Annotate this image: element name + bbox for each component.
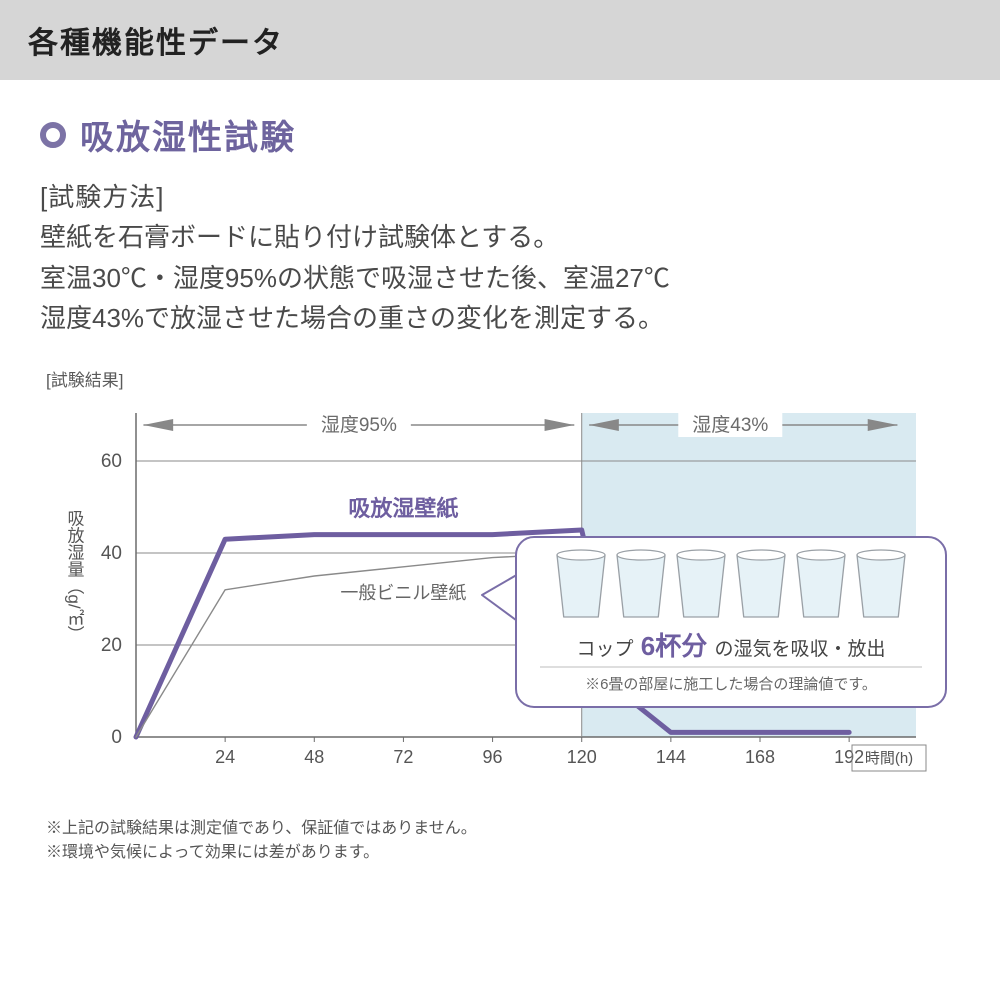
footnote: ※上記の試験結果は測定値であり、保証値ではありません。	[46, 817, 960, 841]
method-line: 湿度43%で放湿させた場合の重さの変化を測定する。	[40, 298, 960, 338]
svg-text:144: 144	[656, 747, 686, 767]
result-label: [試験結果]	[46, 366, 960, 391]
content-area: 吸放湿性試験 [試験方法] 壁紙を石膏ボードに貼り付け試験体とする。 室温30℃…	[0, 80, 1000, 865]
svg-text:時間(h): 時間(h)	[865, 750, 913, 767]
svg-text:20: 20	[101, 635, 122, 656]
svg-text:60: 60	[101, 451, 122, 472]
svg-text:0: 0	[111, 727, 122, 748]
chart-svg: 24 48 72 96 120 144 168 192 0 20 40 60 吸放湿量（g/㎡） 時間(h…	[46, 397, 966, 807]
section-title: 吸放湿性試験	[80, 110, 296, 159]
svg-text:96: 96	[483, 747, 503, 767]
svg-text:192: 192	[834, 747, 864, 767]
svg-text:吸放湿量（g/㎡）: 吸放湿量（g/㎡）	[65, 510, 85, 643]
svg-text:吸放湿壁紙: 吸放湿壁紙	[348, 496, 458, 521]
svg-text:一般ビニル壁紙: 一般ビニル壁紙	[340, 583, 466, 603]
header-bar: 各種機能性データ	[0, 0, 1000, 80]
footnotes: ※上記の試験結果は測定値であり、保証値ではありません。 ※環境や気候によって効果…	[46, 817, 960, 865]
footnote: ※環境や気候によって効果には差があります。	[46, 841, 960, 865]
chart: 24 48 72 96 120 144 168 192 0 20 40 60 吸放湿量（g/㎡） 時間(h…	[46, 397, 960, 807]
svg-text:湿度43%: 湿度43%	[692, 414, 768, 436]
method-line: 室温30℃・湿度95%の状態で吸湿させた後、室温27℃	[40, 258, 960, 298]
header-title: 各種機能性データ	[28, 27, 284, 60]
svg-text:72: 72	[393, 747, 413, 767]
svg-text:120: 120	[567, 747, 597, 767]
svg-text:24: 24	[215, 747, 235, 767]
method-line: 壁紙を石膏ボードに貼り付け試験体とする。	[40, 217, 960, 257]
bullet-ring-icon	[40, 122, 66, 148]
svg-text:40: 40	[101, 543, 122, 564]
svg-text:湿度95%: 湿度95%	[321, 414, 397, 436]
method-label: [試験方法]	[40, 177, 960, 217]
svg-text:※6畳の部屋に施工した場合の理論値です。: ※6畳の部屋に施工した場合の理論値です。	[585, 676, 877, 693]
svg-text:48: 48	[304, 747, 324, 767]
method-block: [試験方法] 壁紙を石膏ボードに貼り付け試験体とする。 室温30℃・湿度95%の…	[40, 177, 960, 338]
section-title-row: 吸放湿性試験	[40, 110, 960, 159]
svg-text:168: 168	[745, 747, 775, 767]
